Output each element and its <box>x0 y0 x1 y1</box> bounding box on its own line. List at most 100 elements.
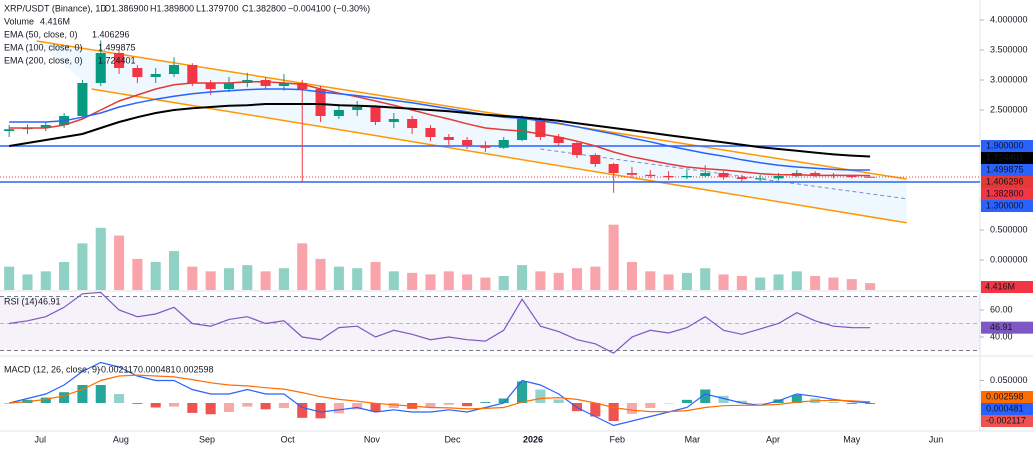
x-tick-label: Feb <box>610 434 626 444</box>
macd-label: 0.000481 <box>986 403 1024 413</box>
candle-body <box>736 177 747 179</box>
candle-body <box>407 119 418 128</box>
candle-body <box>187 65 198 83</box>
y-tick-label: 4.000000 <box>990 14 1028 24</box>
volume-bar <box>571 268 583 290</box>
macd-histogram-bar <box>846 403 857 404</box>
macd-histogram-bar <box>187 403 198 413</box>
volume-bar <box>755 277 766 290</box>
ohlc-value: H1.389800 <box>150 3 194 13</box>
volume-bar <box>773 274 784 290</box>
legend-value: 1.499875 <box>98 42 136 52</box>
y-tick-label: 0.500000 <box>990 224 1028 234</box>
macd-histogram-bar <box>700 389 711 403</box>
volume-bar <box>150 262 161 290</box>
symbol-title: XRP/USDT (Binance), 1D <box>4 3 107 13</box>
x-tick-label: Apr <box>766 434 780 444</box>
volume-bar <box>498 276 509 290</box>
macd-histogram-bar <box>626 403 637 414</box>
macd-histogram-bar <box>608 403 619 421</box>
candle-body <box>718 173 729 178</box>
macd-histogram-bar <box>223 403 235 412</box>
candle-body <box>608 164 619 173</box>
macd-histogram-bar <box>260 403 271 410</box>
volume-bar <box>645 271 656 290</box>
ohlc-value: −0.004100 (−0.30%) <box>288 3 370 13</box>
volume-bar <box>95 227 106 290</box>
macd-histogram-bar <box>553 399 564 403</box>
candle-body <box>773 176 784 179</box>
candle-body <box>755 178 766 180</box>
candle-body <box>297 83 308 89</box>
ema-label-box <box>981 164 1033 177</box>
x-tick-label: Mar <box>685 434 701 444</box>
volume-bar <box>40 271 51 290</box>
macd-histogram-bar <box>865 403 876 404</box>
candle-body <box>517 119 528 140</box>
volume-bar <box>828 277 839 290</box>
ohlc-value: C1.382800 <box>242 3 286 13</box>
ema-line <box>9 81 871 177</box>
macd-histogram-bar <box>663 403 674 404</box>
ema-line <box>9 88 871 171</box>
channel-fill <box>36 41 907 223</box>
ohlc-value: L1.379700 <box>196 3 239 13</box>
candle-body <box>40 125 51 128</box>
macd-label-box <box>981 391 1033 403</box>
legend-label: EMA (50, close, 0) <box>4 29 78 39</box>
y-tick-label: 0.000000 <box>990 254 1028 264</box>
candle-body <box>498 140 509 148</box>
price-label-box <box>981 140 1033 152</box>
volume-bar <box>810 276 821 290</box>
volume-bar <box>297 243 308 290</box>
macd-histogram-bar <box>425 403 436 408</box>
macd-label-box <box>981 403 1033 415</box>
volume-bar <box>4 266 15 290</box>
volume-bar <box>352 268 363 290</box>
candle-body <box>626 173 637 175</box>
candle-body <box>700 173 711 176</box>
candle-body <box>846 176 857 177</box>
y-tick-label: 3.000000 <box>990 74 1028 84</box>
candle-body <box>370 107 381 122</box>
candle-body <box>480 146 491 148</box>
x-tick-label: Sep <box>199 434 215 444</box>
signal-line <box>9 374 871 413</box>
trendline <box>91 88 907 224</box>
macd-histogram-bar <box>315 403 326 419</box>
macd-histogram-bar <box>718 395 729 403</box>
volume-bar <box>425 274 436 290</box>
legend-label: EMA (200, close, 0) <box>4 55 83 65</box>
candle-body <box>663 176 674 178</box>
candle-body <box>865 176 876 178</box>
macd-histogram-bar <box>828 402 839 403</box>
candle-body <box>77 83 88 116</box>
volume-bar <box>242 265 253 290</box>
ohlc-value: O1.386900 <box>104 3 149 13</box>
rsi-label: 46.91 <box>990 322 1013 332</box>
volume-bar <box>608 224 619 290</box>
volume-label: 4.416M <box>985 281 1015 291</box>
volume-bar <box>535 271 546 290</box>
volume-bar <box>278 268 289 290</box>
candle-body <box>4 129 15 131</box>
rsi-legend: RSI (14) <box>4 296 38 306</box>
volume-bar <box>590 266 601 290</box>
macd-histogram-bar <box>791 394 802 403</box>
ema-label: 1.499875 <box>986 164 1024 174</box>
candle-body <box>132 68 143 77</box>
volume-bar <box>846 279 857 290</box>
volume-bar <box>388 271 399 290</box>
macd-histogram-bar <box>168 403 180 407</box>
macd-histogram-bar <box>590 403 601 417</box>
candle-body <box>223 83 235 89</box>
candle-body <box>535 119 546 137</box>
macd-histogram-bar <box>59 392 70 403</box>
volume-bar <box>700 268 711 290</box>
price-label: 1.300000 <box>986 200 1024 210</box>
macd-histogram-bar <box>370 403 381 412</box>
candle-body <box>462 140 473 146</box>
price-label: 1.382800 <box>986 188 1024 198</box>
macd-histogram-bar <box>77 385 88 403</box>
